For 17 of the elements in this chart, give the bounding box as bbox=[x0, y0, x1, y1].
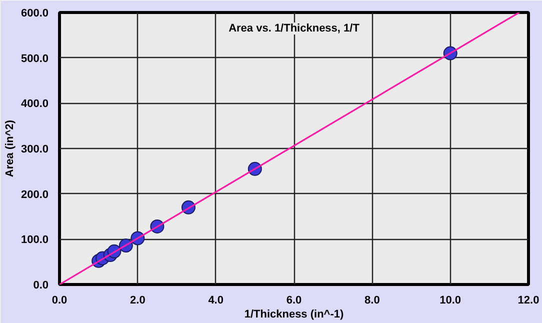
x-tick-label: 12.0 bbox=[518, 294, 540, 306]
x-tick-label: 10.0 bbox=[440, 294, 462, 306]
x-tick-label: 2.0 bbox=[130, 294, 146, 306]
y-tick-label: 600.0 bbox=[20, 8, 49, 20]
y-tick-label: 300.0 bbox=[20, 144, 49, 156]
y-tick-label: 400.0 bbox=[20, 98, 49, 110]
y-tick-label: 500.0 bbox=[20, 52, 49, 65]
text: Area vs. 1/Thickness, 1/T bbox=[228, 22, 360, 34]
x-tick-label: 4.0 bbox=[208, 294, 224, 306]
x-tick-label: 6.0 bbox=[286, 294, 302, 306]
y-tick-label: 100.0 bbox=[20, 234, 49, 246]
x-axis-title: 1/Thickness (in^-1) bbox=[244, 308, 344, 320]
y-axis-title: Area (in^2) bbox=[4, 120, 16, 178]
x-tick-label: 0.0 bbox=[52, 294, 68, 306]
y-tick-label: 200.0 bbox=[20, 188, 49, 201]
x-tick-label: 8.0 bbox=[364, 294, 380, 306]
y-tick-label: 0.0 bbox=[33, 280, 49, 292]
